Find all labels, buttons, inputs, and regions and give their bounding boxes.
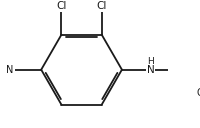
Text: N: N — [146, 65, 154, 75]
Text: CH₃: CH₃ — [195, 88, 200, 98]
Text: Cl: Cl — [56, 1, 66, 11]
Text: H: H — [147, 57, 153, 66]
Text: N: N — [6, 65, 13, 75]
Text: Cl: Cl — [96, 1, 106, 11]
